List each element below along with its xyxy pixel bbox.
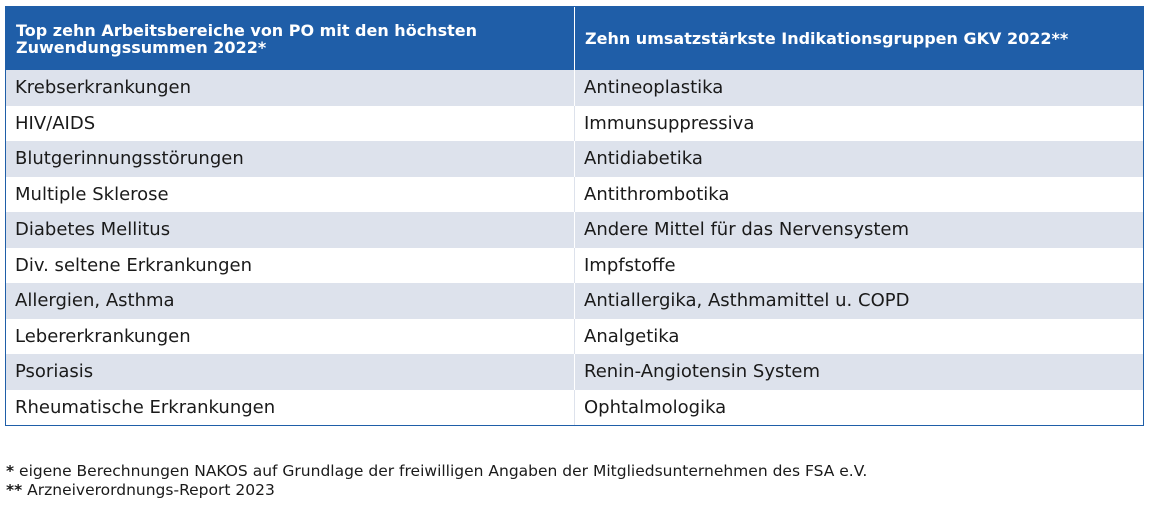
header-gkv-indication-groups: Zehn umsatzstärkste Indikationsgruppen G… <box>574 7 1143 70</box>
header-po-work-areas: Top zehn Arbeitsbereiche von PO mit den … <box>6 7 575 70</box>
table-row: Rheumatische Erkrankungen Ophtalmologika <box>6 389 1143 425</box>
table-row: Allergien, Asthma Antiallergika, Asthmam… <box>6 283 1143 319</box>
table-row: Multiple Sklerose Antithrombotika <box>6 176 1143 212</box>
cell-gkv-group: Analgetika <box>574 318 1143 354</box>
cell-po-area: Lebererkrankungen <box>6 318 575 354</box>
cell-gkv-group: Renin-Angiotensin System <box>574 354 1143 390</box>
table-row: Lebererkrankungen Analgetika <box>6 318 1143 354</box>
footnote-source-report: ** Arzneiverordnungs-Report 2023 <box>6 481 867 500</box>
cell-gkv-group: Antiallergika, Asthmamittel u. COPD <box>574 283 1143 319</box>
footnote-text: eigene Berechnungen NAKOS auf Grundlage … <box>14 462 868 480</box>
footnotes: * eigene Berechnungen NAKOS auf Grundlag… <box>6 462 867 500</box>
footnote-text: Arzneiverordnungs-Report 2023 <box>22 481 275 499</box>
cell-po-area: Rheumatische Erkrankungen <box>6 389 575 425</box>
cell-po-area: Blutgerinnungsstörungen <box>6 141 575 177</box>
cell-gkv-group: Ophtalmologika <box>574 389 1143 425</box>
cell-gkv-group: Andere Mittel für das Nervensystem <box>574 212 1143 248</box>
cell-po-area: Krebserkrankungen <box>6 70 575 106</box>
cell-po-area: Psoriasis <box>6 354 575 390</box>
cell-po-area: HIV/AIDS <box>6 105 575 141</box>
footnote-mark: * <box>6 462 15 480</box>
table-header-row: Top zehn Arbeitsbereiche von PO mit den … <box>6 7 1143 70</box>
cell-po-area: Diabetes Mellitus <box>6 212 575 248</box>
table-row: Blutgerinnungsstörungen Antidiabetika <box>6 141 1143 177</box>
table-row: HIV/AIDS Immunsuppressiva <box>6 105 1143 141</box>
table-row: Krebserkrankungen Antineoplastika <box>6 70 1143 106</box>
comparison-table: Top zehn Arbeitsbereiche von PO mit den … <box>6 7 1143 425</box>
cell-po-area: Div. seltene Erkrankungen <box>6 247 575 283</box>
cell-gkv-group: Antineoplastika <box>574 70 1143 106</box>
table-row: Diabetes Mellitus Andere Mittel für das … <box>6 212 1143 248</box>
cell-po-area: Allergien, Asthma <box>6 283 575 319</box>
table-row: Psoriasis Renin-Angiotensin System <box>6 354 1143 390</box>
cell-gkv-group: Antidiabetika <box>574 141 1143 177</box>
cell-gkv-group: Impfstoffe <box>574 247 1143 283</box>
cell-gkv-group: Antithrombotika <box>574 176 1143 212</box>
table-row: Div. seltene Erkrankungen Impfstoffe <box>6 247 1143 283</box>
footnote-own-calculations: * eigene Berechnungen NAKOS auf Grundlag… <box>6 462 867 481</box>
comparison-table-container: Top zehn Arbeitsbereiche von PO mit den … <box>5 6 1144 426</box>
footnote-mark: ** <box>6 481 23 499</box>
cell-po-area: Multiple Sklerose <box>6 176 575 212</box>
cell-gkv-group: Immunsuppressiva <box>574 105 1143 141</box>
